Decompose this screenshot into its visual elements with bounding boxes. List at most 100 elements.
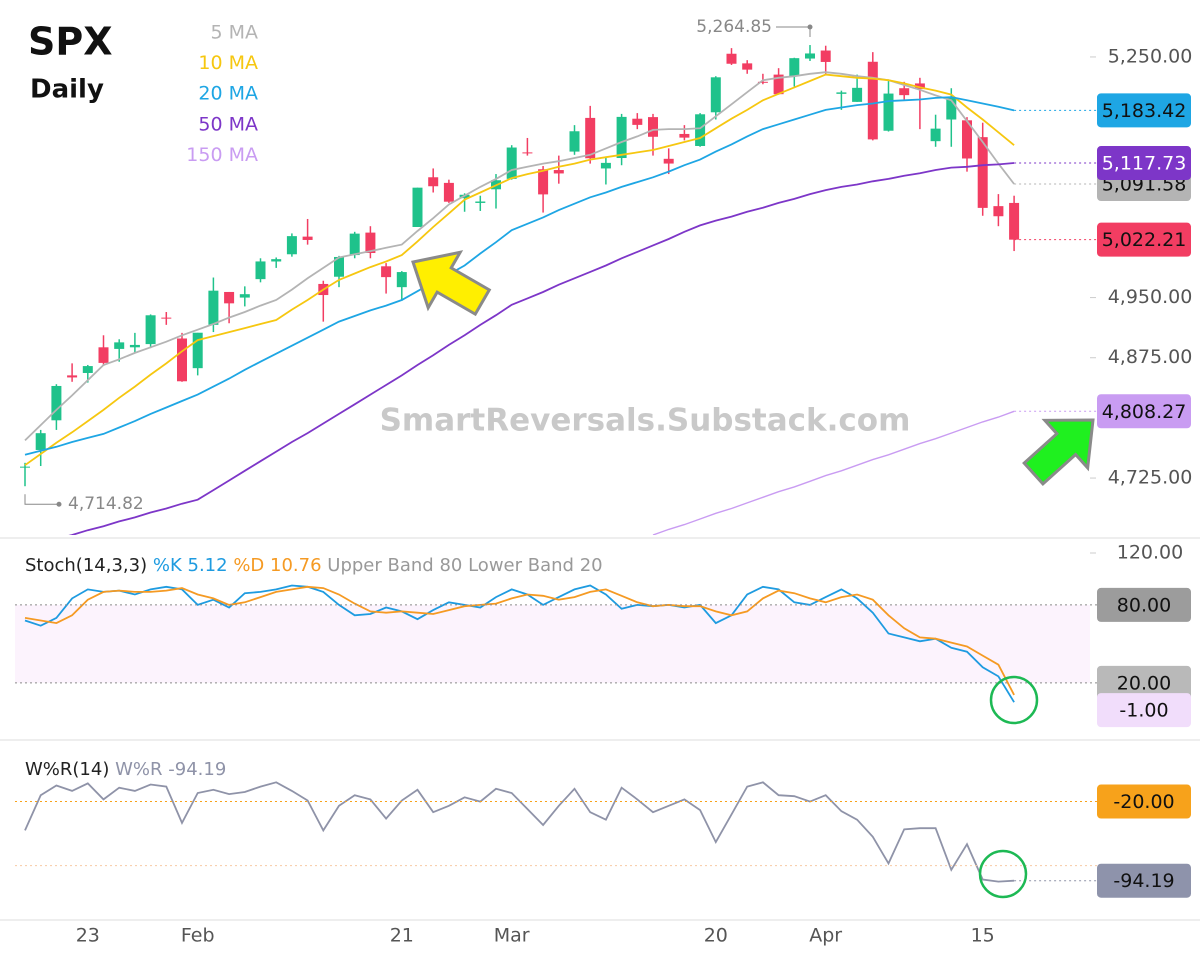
x-tick-label: 20 xyxy=(704,925,728,947)
candle-body xyxy=(271,259,282,262)
candle-body xyxy=(632,118,643,125)
x-tick-label: Feb xyxy=(181,925,215,947)
band-label: 80.00 xyxy=(1117,594,1171,616)
plot xyxy=(15,584,1090,703)
x-tick-label: 23 xyxy=(76,925,100,947)
last-value-label-box xyxy=(1097,93,1191,128)
series-line xyxy=(24,584,1015,703)
candle-body xyxy=(726,53,737,64)
candle-body xyxy=(883,93,894,131)
band-label: 20.00 xyxy=(1117,672,1171,694)
watermark: SmartReversals.Substack.com xyxy=(380,403,911,439)
candle-body xyxy=(396,272,407,288)
candle-body xyxy=(255,261,266,280)
highlight-circle xyxy=(989,675,1039,725)
arrow xyxy=(411,250,492,317)
band-label-box xyxy=(1097,665,1191,700)
candle-body xyxy=(428,177,439,187)
annotation-point xyxy=(56,501,62,507)
last-value-label: 5,183.42 xyxy=(1102,100,1187,122)
legend-label: 5 MA xyxy=(210,22,258,44)
x-tick-label: Apr xyxy=(809,925,842,947)
x-tick-label: 21 xyxy=(390,925,414,947)
x-tick-label: 15 xyxy=(971,925,995,947)
candle-body xyxy=(710,77,721,113)
legend-label: 20 MA xyxy=(198,83,258,105)
chart-title: SPX xyxy=(28,20,113,64)
panel: 120.00 80.00 20.00 -1.00 Stoch(14,3,3) %K 5.… xyxy=(15,541,1191,728)
candle-body xyxy=(600,162,611,169)
last-value-label-box xyxy=(1097,394,1191,429)
y-tick-label: 4,950.00 xyxy=(1108,286,1193,308)
candle-body xyxy=(129,344,140,348)
candle-body xyxy=(161,317,172,319)
candle-body xyxy=(993,206,1004,217)
last-value-label-box xyxy=(1097,863,1191,898)
candle-body xyxy=(208,290,219,325)
candle-body xyxy=(334,256,344,277)
candle-body xyxy=(569,131,580,152)
y-tick-label: 120.00 xyxy=(1117,541,1183,563)
series-line xyxy=(24,781,1015,883)
indicator-title: W%R(14) xyxy=(25,759,109,780)
last-price-label: 5,022.21 xyxy=(1102,229,1187,251)
legend-label: %K xyxy=(153,555,183,576)
candle-body xyxy=(805,53,815,59)
last-value-label: 4,808.27 xyxy=(1102,401,1187,423)
candle-body xyxy=(506,147,517,179)
candle-body xyxy=(239,294,250,298)
candle-body xyxy=(177,338,187,382)
candle-body xyxy=(20,466,30,468)
band-label-box xyxy=(1097,784,1191,819)
candle-body xyxy=(443,182,454,202)
series-line xyxy=(68,162,1015,535)
candle-body xyxy=(914,83,925,90)
annotation-leader xyxy=(776,26,811,38)
band-value: 80 xyxy=(439,555,462,576)
candle-body xyxy=(836,92,847,94)
y-tick-label: 4,725.00 xyxy=(1108,467,1193,489)
candle-body xyxy=(663,158,674,164)
y-tick-label: 5,250.00 xyxy=(1108,45,1193,67)
highlight-circle xyxy=(978,849,1028,899)
candle-body xyxy=(585,117,596,159)
min-label: 4,714.82 xyxy=(68,494,144,514)
plot-area: 5,250.00 4,950.00 4,875.00 4,725.00 5 MA 10 M… xyxy=(15,17,1193,947)
band-value: 20 xyxy=(580,555,603,576)
candle-body xyxy=(286,236,297,255)
plot xyxy=(20,45,1020,535)
legend-label: W%R xyxy=(115,759,162,780)
annotation-leader xyxy=(24,494,59,505)
legend-label: 10 MA xyxy=(198,52,258,74)
candle-body xyxy=(773,74,784,95)
candle-body xyxy=(553,170,564,174)
band-label-box xyxy=(1097,587,1191,622)
series-line xyxy=(24,71,1015,442)
band-name: Lower Band xyxy=(468,555,574,576)
candle-body xyxy=(742,63,753,70)
candle-body xyxy=(522,152,533,154)
band-fill xyxy=(15,604,1090,683)
last-value-label: -94.19 xyxy=(1113,870,1174,892)
legend-value: 5.12 xyxy=(188,555,228,576)
candle-body xyxy=(145,315,156,345)
series-line xyxy=(24,73,1015,466)
chart-subtitle: Daily xyxy=(30,75,104,105)
annotations xyxy=(411,250,1095,899)
candle-body xyxy=(962,120,972,159)
candle-body xyxy=(381,266,392,278)
candle-body xyxy=(224,291,235,304)
candle-body xyxy=(114,342,125,349)
candle-body xyxy=(82,366,93,373)
candle-body xyxy=(616,116,627,159)
candle-body xyxy=(98,347,109,363)
x-tick-label: Mar xyxy=(494,925,530,947)
panel: 5,250.00 4,950.00 4,875.00 4,725.00 5 MA 10 M… xyxy=(20,17,1193,947)
candle-body xyxy=(930,128,941,142)
candle-body xyxy=(1009,202,1020,240)
candle-body xyxy=(757,81,768,83)
candle-body xyxy=(302,236,313,240)
annotation-point xyxy=(807,24,813,30)
candle-body xyxy=(852,87,863,102)
